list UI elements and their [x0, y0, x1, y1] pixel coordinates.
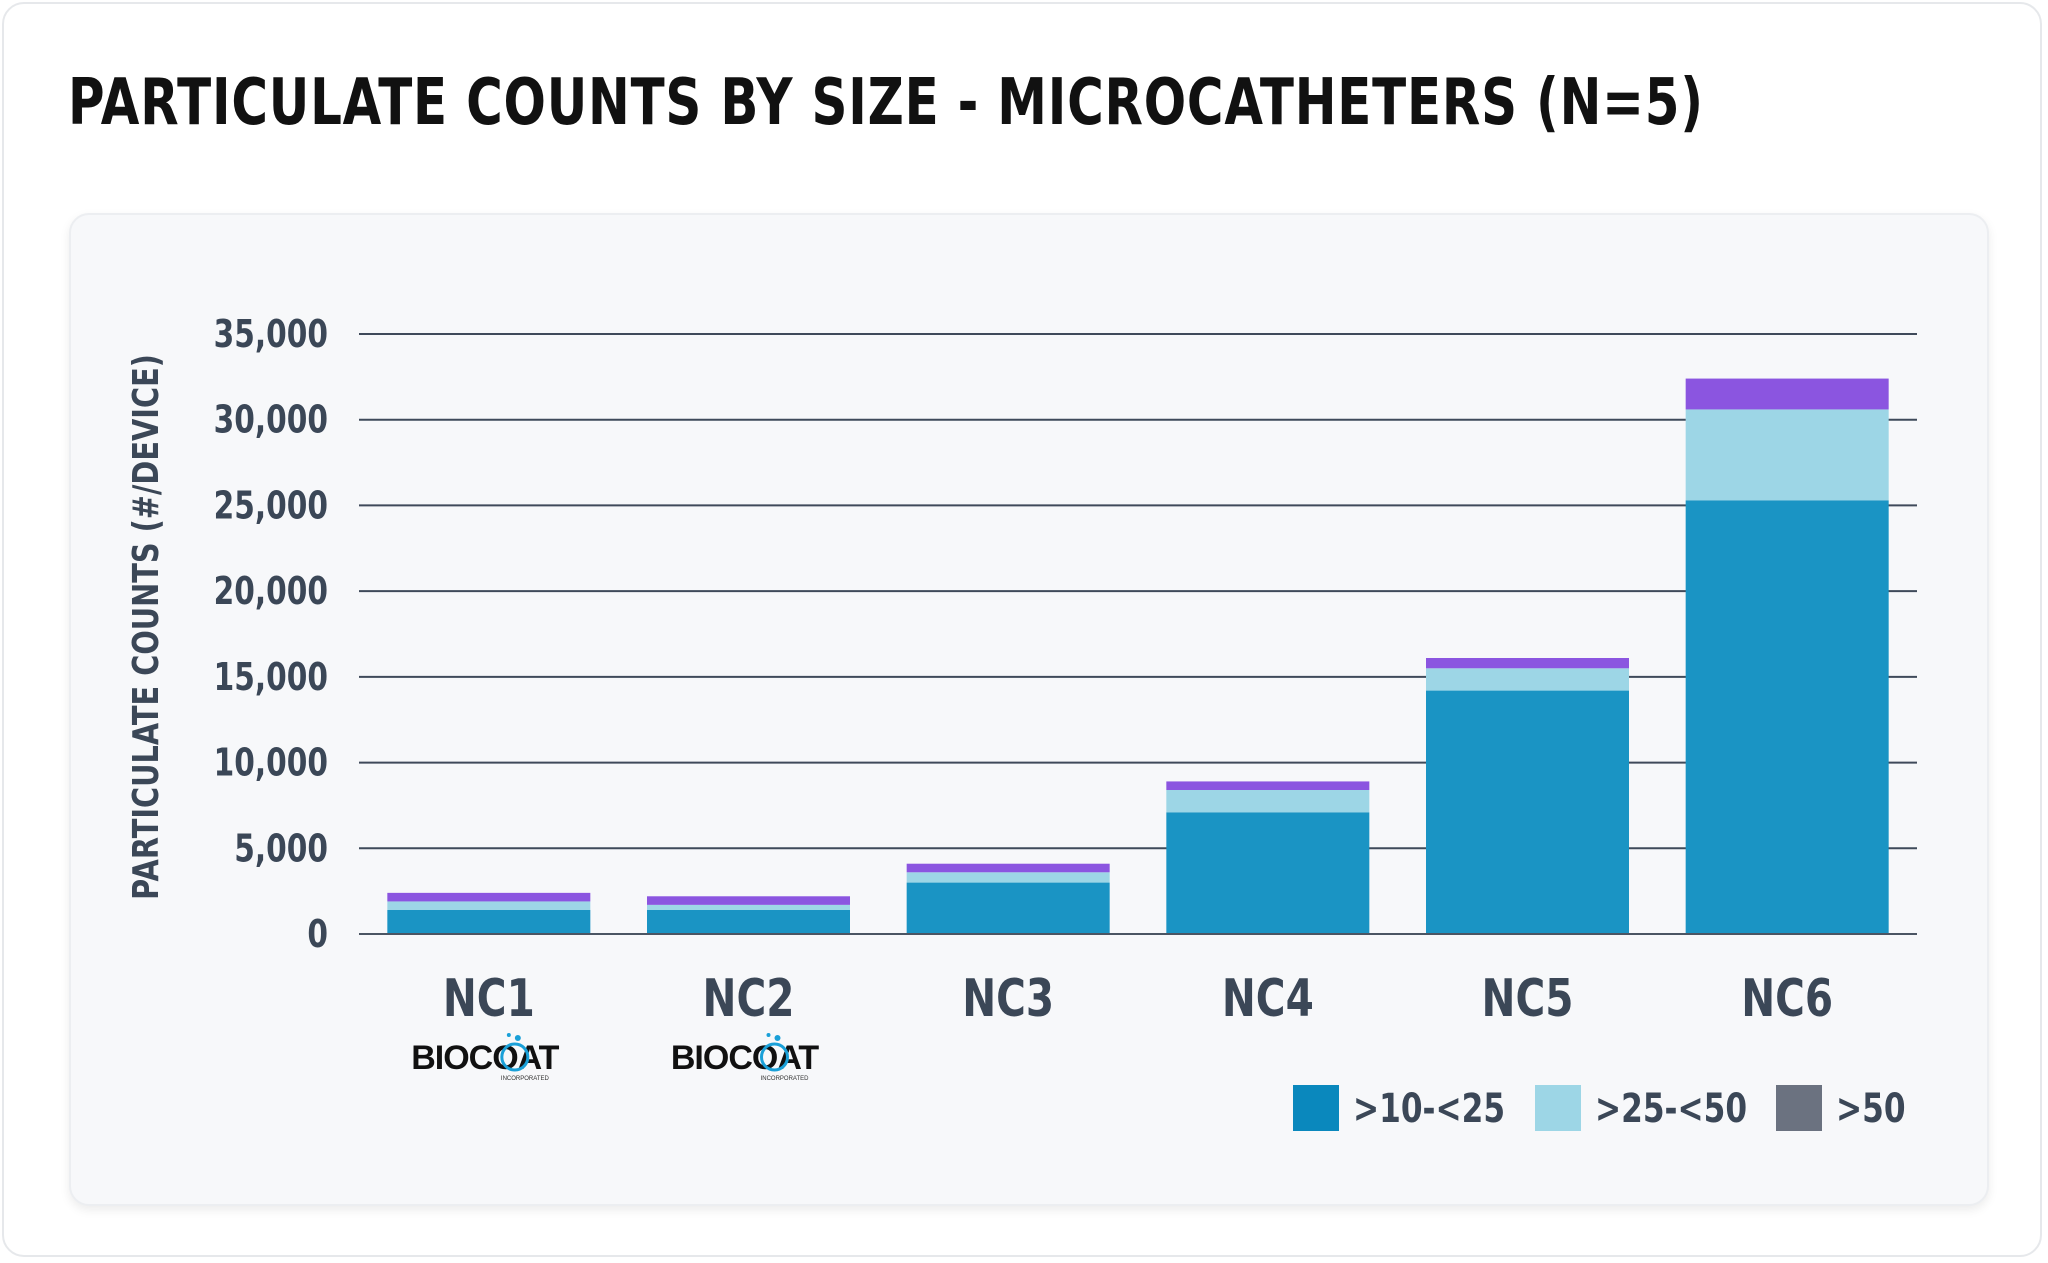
- logo-subtext: INCORPORATED: [501, 1076, 550, 1082]
- bar-segment-nc3-s1: [906, 882, 1110, 934]
- bars: [387, 378, 1889, 934]
- bar-segment-nc3-s2: [906, 872, 1110, 883]
- x-axis-ticks: NC1 NC2 NC3 NC4 NC5 NC6: [443, 968, 1833, 1028]
- bar-segment-nc5-s3: [1426, 658, 1629, 669]
- y-tick-label: 10,000: [214, 741, 328, 786]
- bar-segment-nc4-s3: [1166, 781, 1370, 790]
- x-tick-label: NC6: [1741, 968, 1833, 1028]
- bar-segment-nc1-s1: [387, 910, 591, 934]
- logo-bubble: [514, 1035, 521, 1041]
- logo-wordmark: BIOCOAT: [411, 1039, 559, 1077]
- bar-segment-nc6-s3: [1685, 378, 1889, 410]
- y-tick-label: 30,000: [214, 398, 328, 443]
- y-tick-label: 15,000: [214, 655, 328, 700]
- bar-segment-nc1-s2: [387, 901, 591, 910]
- x-tick-label: NC5: [1482, 968, 1574, 1028]
- bar-segment-nc2-s1: [647, 910, 850, 934]
- legend-label: >25-<50: [1595, 1086, 1747, 1132]
- logo-splash: [500, 1042, 530, 1072]
- legend-swatch: [1293, 1085, 1339, 1131]
- bar-segment-nc2-s2: [647, 904, 850, 910]
- bar-segment-nc4-s1: [1166, 812, 1370, 934]
- x-tick-label: NC1: [443, 968, 535, 1028]
- y-axis-ticks: 0 5,000 10,000 15,000 20,000 25,000 30,000 35,0…: [214, 312, 328, 957]
- legend-label: >10-<25: [1353, 1086, 1505, 1132]
- bar-segment-nc6-s1: [1685, 500, 1889, 934]
- logo-bubble: [774, 1035, 781, 1041]
- chart-panel: [69, 213, 1989, 1206]
- logo-splash: [760, 1042, 789, 1072]
- x-tick-label: NC2: [703, 968, 795, 1028]
- y-tick-label: 35,000: [214, 312, 328, 357]
- y-tick-label: 5,000: [234, 827, 328, 872]
- legend-swatch: [1535, 1085, 1581, 1131]
- legend-label: >50: [1836, 1086, 1906, 1132]
- logo-bubble: [506, 1033, 511, 1037]
- bar-segment-nc5-s2: [1426, 668, 1629, 691]
- x-tick-label: NC4: [1222, 968, 1314, 1028]
- chart-title: PARTICULATE COUNTS BY SIZE - MICROCATHET…: [68, 66, 1704, 140]
- y-tick-label: 0: [307, 912, 328, 957]
- logo-wordmark: BIOCOAT: [671, 1039, 819, 1077]
- legend-swatch: [1776, 1085, 1822, 1131]
- y-tick-label: 25,000: [214, 484, 328, 529]
- logo-bubble: [766, 1033, 771, 1037]
- bar-segment-nc2-s3: [647, 896, 850, 905]
- grid-lines: [359, 333, 1917, 850]
- bar-segment-nc5-s1: [1426, 690, 1629, 934]
- logo-subtext: INCORPORATED: [761, 1076, 810, 1082]
- bar-segment-nc1-s3: [387, 892, 591, 902]
- y-axis-label: PARTICULATE COUNTS (#/DEVICE): [125, 354, 167, 900]
- y-tick-label: 20,000: [214, 570, 328, 615]
- legend: >10-<25 >25-<50 >50: [1293, 1085, 1906, 1132]
- bar-segment-nc4-s2: [1166, 790, 1370, 813]
- bar-segment-nc3-s3: [906, 863, 1110, 873]
- x-tick-label: NC3: [962, 968, 1054, 1028]
- bar-segment-nc6-s2: [1685, 409, 1889, 501]
